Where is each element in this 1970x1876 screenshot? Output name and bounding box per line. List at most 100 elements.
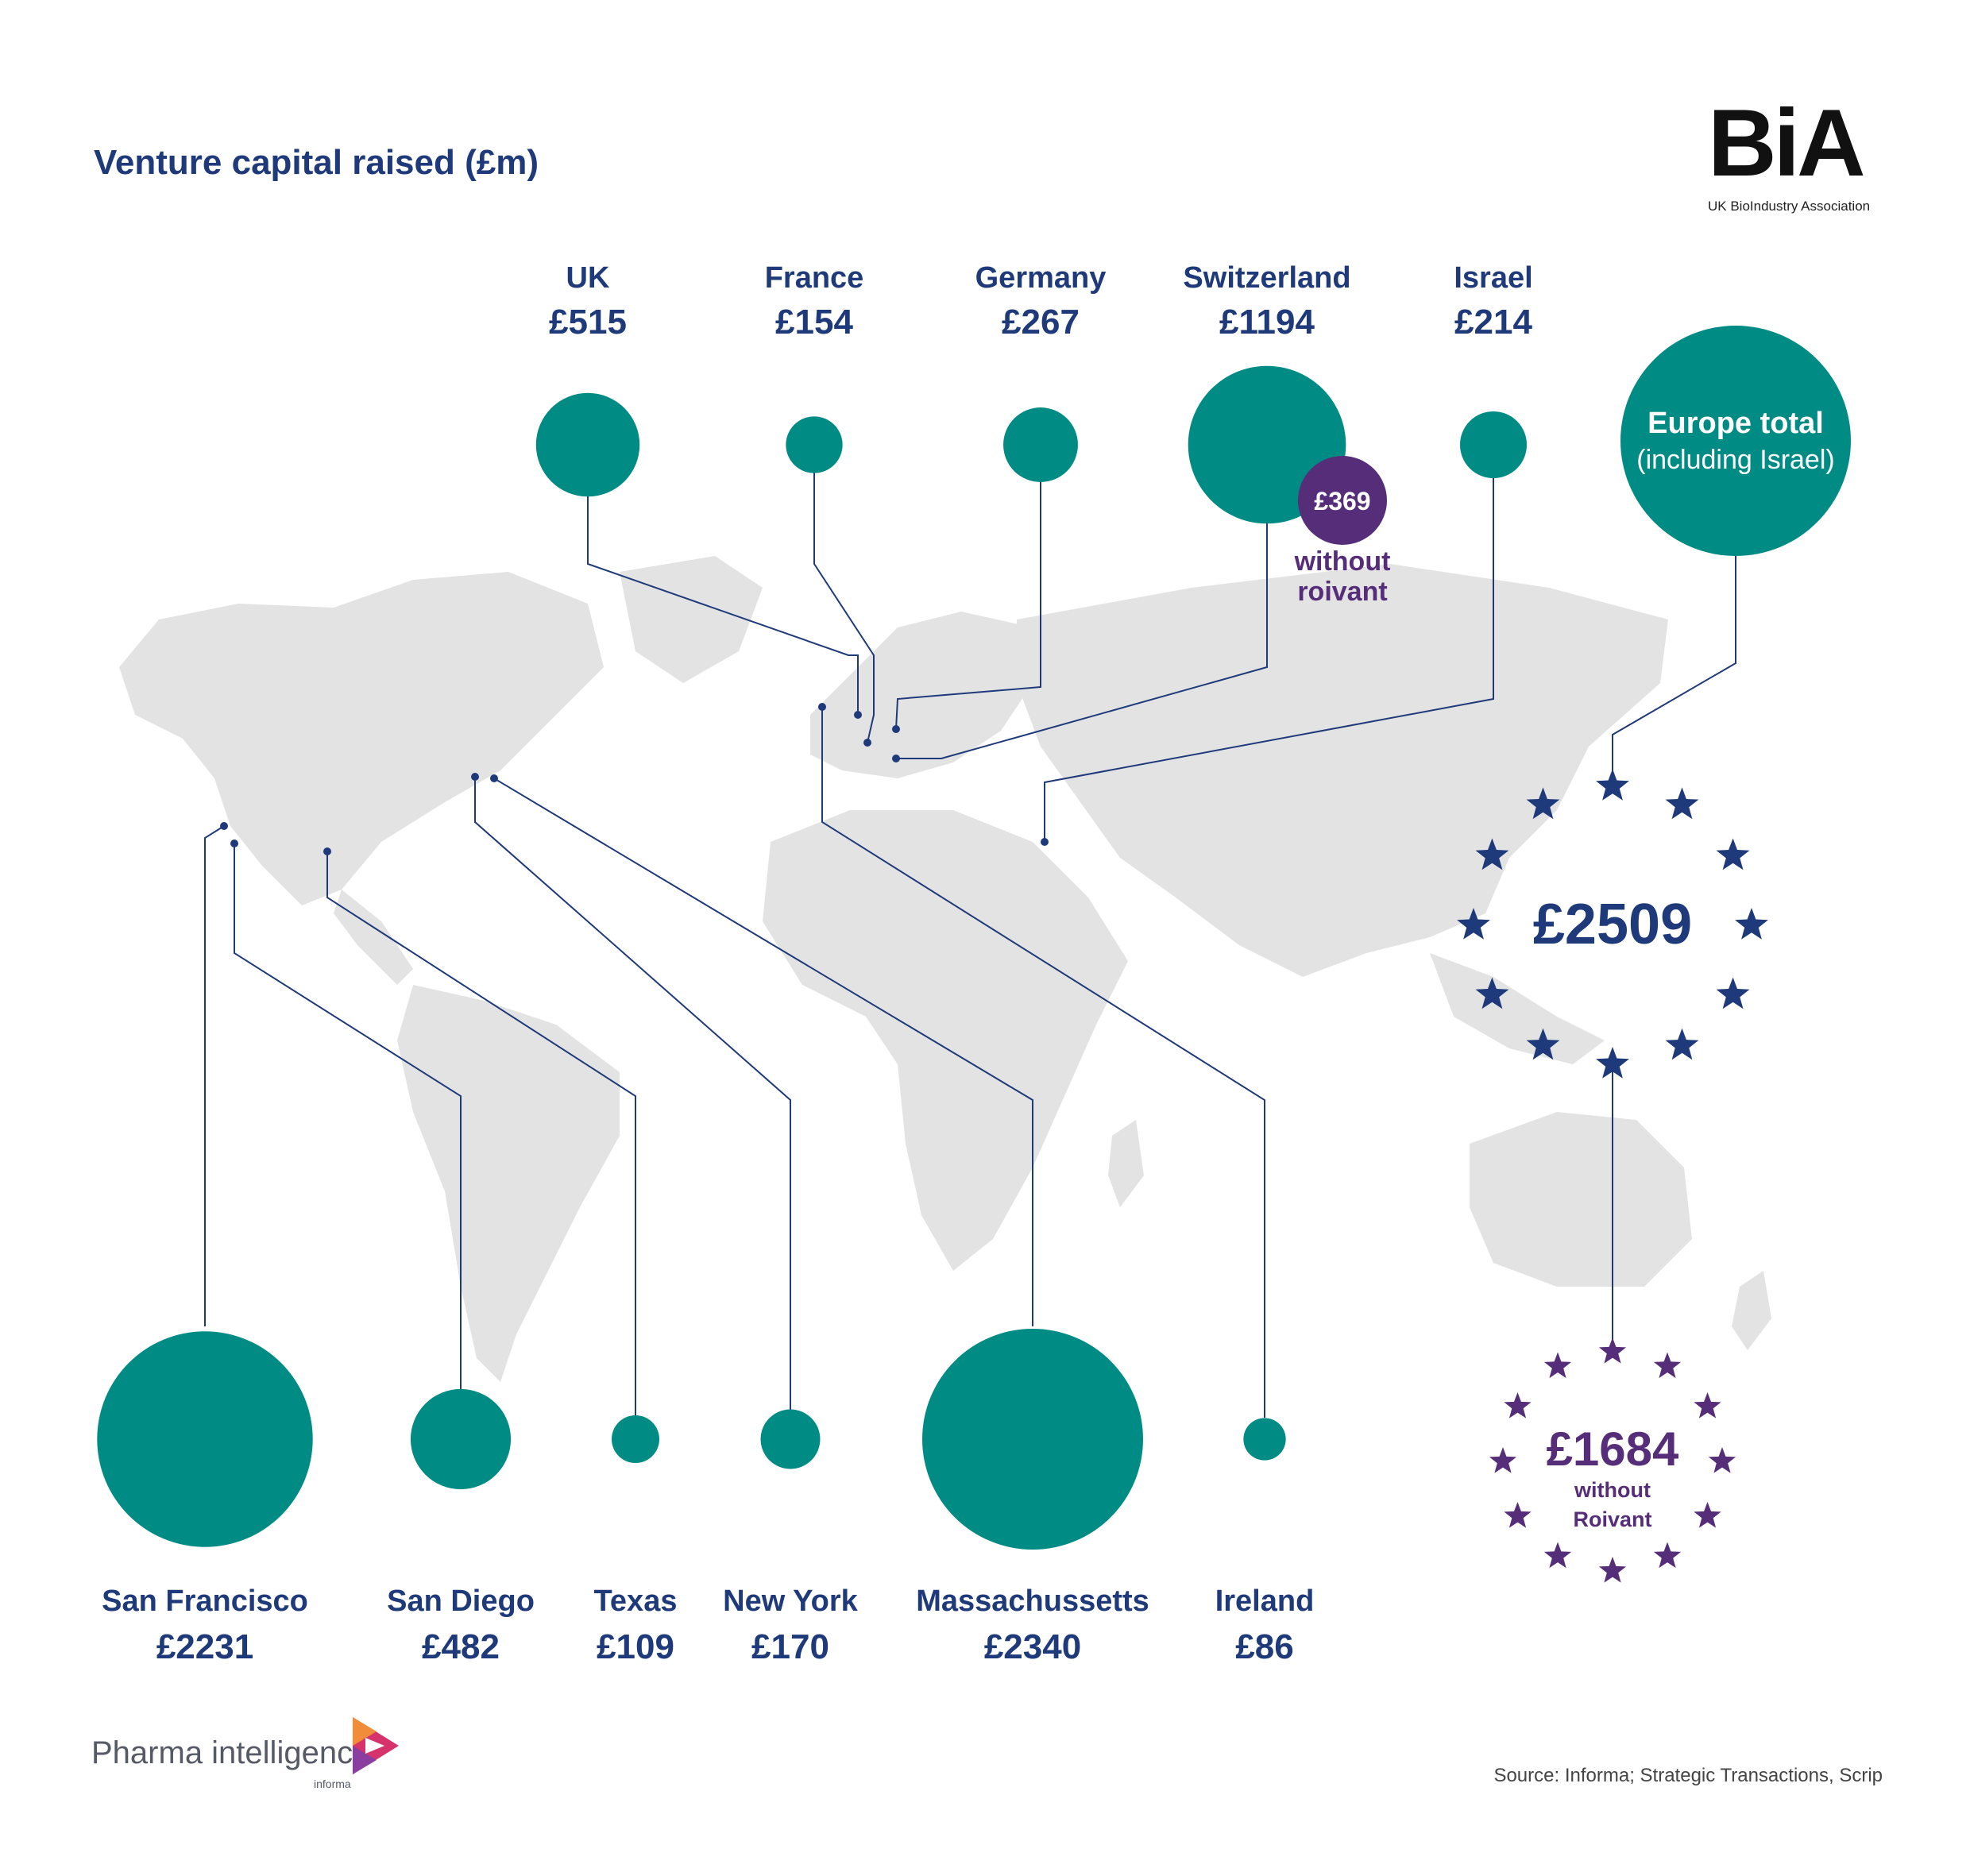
eu-star — [1526, 787, 1560, 820]
eu-star — [1475, 838, 1509, 870]
land-central-america — [334, 890, 413, 985]
logo-wordmark: BiA — [1708, 90, 1866, 196]
value-ireland: £86 — [1235, 1627, 1293, 1666]
pharma-intelligence-icon — [353, 1717, 399, 1774]
eu-purple-star — [1598, 1338, 1627, 1364]
label-san-diego: San Diego — [387, 1585, 535, 1618]
note-switzerland-without-2: roivant — [1297, 577, 1387, 607]
europe-total-value: £2509 — [1533, 893, 1692, 956]
world-map — [119, 556, 1771, 1382]
eu-purple-star — [1708, 1447, 1736, 1473]
label-israel: Israel — [1454, 261, 1532, 295]
bubble-san-diego — [410, 1388, 512, 1490]
connector-ireland — [821, 707, 1265, 1418]
informa-logo-text: informa — [314, 1778, 351, 1790]
eu-star — [1596, 1047, 1629, 1079]
label-uk: UK — [566, 261, 610, 295]
label-switzerland: Switzerland — [1183, 261, 1350, 295]
label-france: France — [765, 261, 864, 295]
connector-france — [813, 445, 875, 743]
connector-massachussetts — [493, 778, 1033, 1326]
location-dot-san-francisco — [220, 822, 228, 830]
value-israel: £214 — [1454, 303, 1532, 342]
bubble-europe-total — [1620, 326, 1851, 556]
eu-purple-star — [1504, 1502, 1532, 1528]
europe-without-roivant-value: £1684 — [1547, 1422, 1679, 1476]
eu-purple-star — [1653, 1352, 1682, 1379]
land-greenland — [620, 556, 763, 683]
eu-star — [1596, 769, 1629, 801]
label-ireland: Ireland — [1215, 1585, 1315, 1618]
location-dot-switzerland — [892, 755, 900, 762]
value-massachussetts: £2340 — [984, 1627, 1081, 1666]
note-switzerland-without-1: without — [1294, 546, 1391, 577]
eu-star — [1475, 977, 1509, 1009]
value-germany: £267 — [1002, 303, 1080, 342]
bubble-massachussetts — [922, 1329, 1143, 1550]
connector-lines — [204, 445, 1736, 1418]
eu-purple-star — [1598, 1557, 1627, 1583]
land-asia — [1017, 564, 1668, 977]
eu-star — [1735, 908, 1768, 940]
pharma-intelligence-logo: Pharma intelligence — [91, 1735, 371, 1770]
bubble-marks — [97, 326, 1851, 1583]
eu-star — [1526, 1028, 1560, 1060]
europe-without-roivant-note-1: without — [1574, 1478, 1651, 1502]
eu-purple-star — [1489, 1447, 1517, 1473]
eu-purple-star — [1543, 1542, 1572, 1569]
land-southeast-asia — [1430, 953, 1605, 1064]
location-dot-france — [863, 739, 871, 747]
bubble-france — [786, 416, 843, 473]
location-dot-massachussetts — [490, 774, 498, 782]
eu-star — [1716, 838, 1750, 870]
eu-star — [1665, 787, 1699, 820]
connector-san-francisco — [204, 825, 225, 1326]
label-massachussetts: Massachussetts — [916, 1585, 1149, 1618]
bubble-san-francisco — [97, 1331, 313, 1547]
location-dot-germany — [892, 725, 900, 733]
land-europe — [810, 612, 1033, 778]
eu-purple-star — [1653, 1542, 1682, 1569]
value-switzerland-without-roivant: £369 — [1314, 487, 1370, 515]
connector-san-diego — [234, 843, 462, 1390]
value-texas: £109 — [597, 1627, 674, 1666]
bubble-uk — [535, 392, 640, 497]
bubble-new-york — [760, 1409, 821, 1469]
europe-total-sublabel: (including Israel) — [1636, 445, 1834, 475]
value-france: £154 — [775, 303, 853, 342]
land-north-america — [119, 572, 604, 905]
value-san-diego: £482 — [422, 1627, 500, 1666]
connector-germany — [895, 445, 1041, 730]
eu-star — [1665, 1028, 1699, 1060]
value-new-york: £170 — [751, 1627, 829, 1666]
bia-logo: BiA UK BioIndustry Association — [1708, 95, 1883, 222]
label-san-francisco: San Francisco — [102, 1585, 308, 1618]
value-san-francisco: £2231 — [156, 1627, 253, 1666]
eu-purple-star — [1504, 1392, 1532, 1419]
connector-new-york — [474, 777, 791, 1410]
eu-purple-star — [1694, 1392, 1721, 1419]
connector-texas — [326, 851, 636, 1418]
location-dot-san-diego — [230, 840, 238, 847]
chart-title: Venture capital raised (£m) — [94, 143, 539, 182]
connector-israel — [1044, 445, 1494, 842]
location-dot-ireland — [818, 703, 826, 711]
land-africa — [763, 810, 1128, 1271]
label-new-york: New York — [723, 1585, 859, 1618]
bubble-ireland — [1243, 1418, 1286, 1461]
location-dot-uk — [854, 711, 862, 719]
land-new-zealand — [1732, 1271, 1771, 1350]
label-texas: Texas — [594, 1585, 678, 1618]
value-switzerland: £1194 — [1219, 303, 1315, 342]
logo-subtitle: UK BioIndustry Association — [1708, 199, 1871, 214]
bubble-germany — [1003, 407, 1078, 482]
europe-total-label: Europe total — [1647, 407, 1824, 440]
bubble-israel — [1459, 411, 1528, 479]
eu-purple-star — [1694, 1502, 1721, 1528]
europe-without-roivant-note-2: Roivant — [1573, 1507, 1651, 1531]
bubble-switzerland-without-roivant — [1298, 456, 1387, 545]
eu-star — [1457, 908, 1490, 940]
location-dot-texas — [323, 847, 331, 855]
